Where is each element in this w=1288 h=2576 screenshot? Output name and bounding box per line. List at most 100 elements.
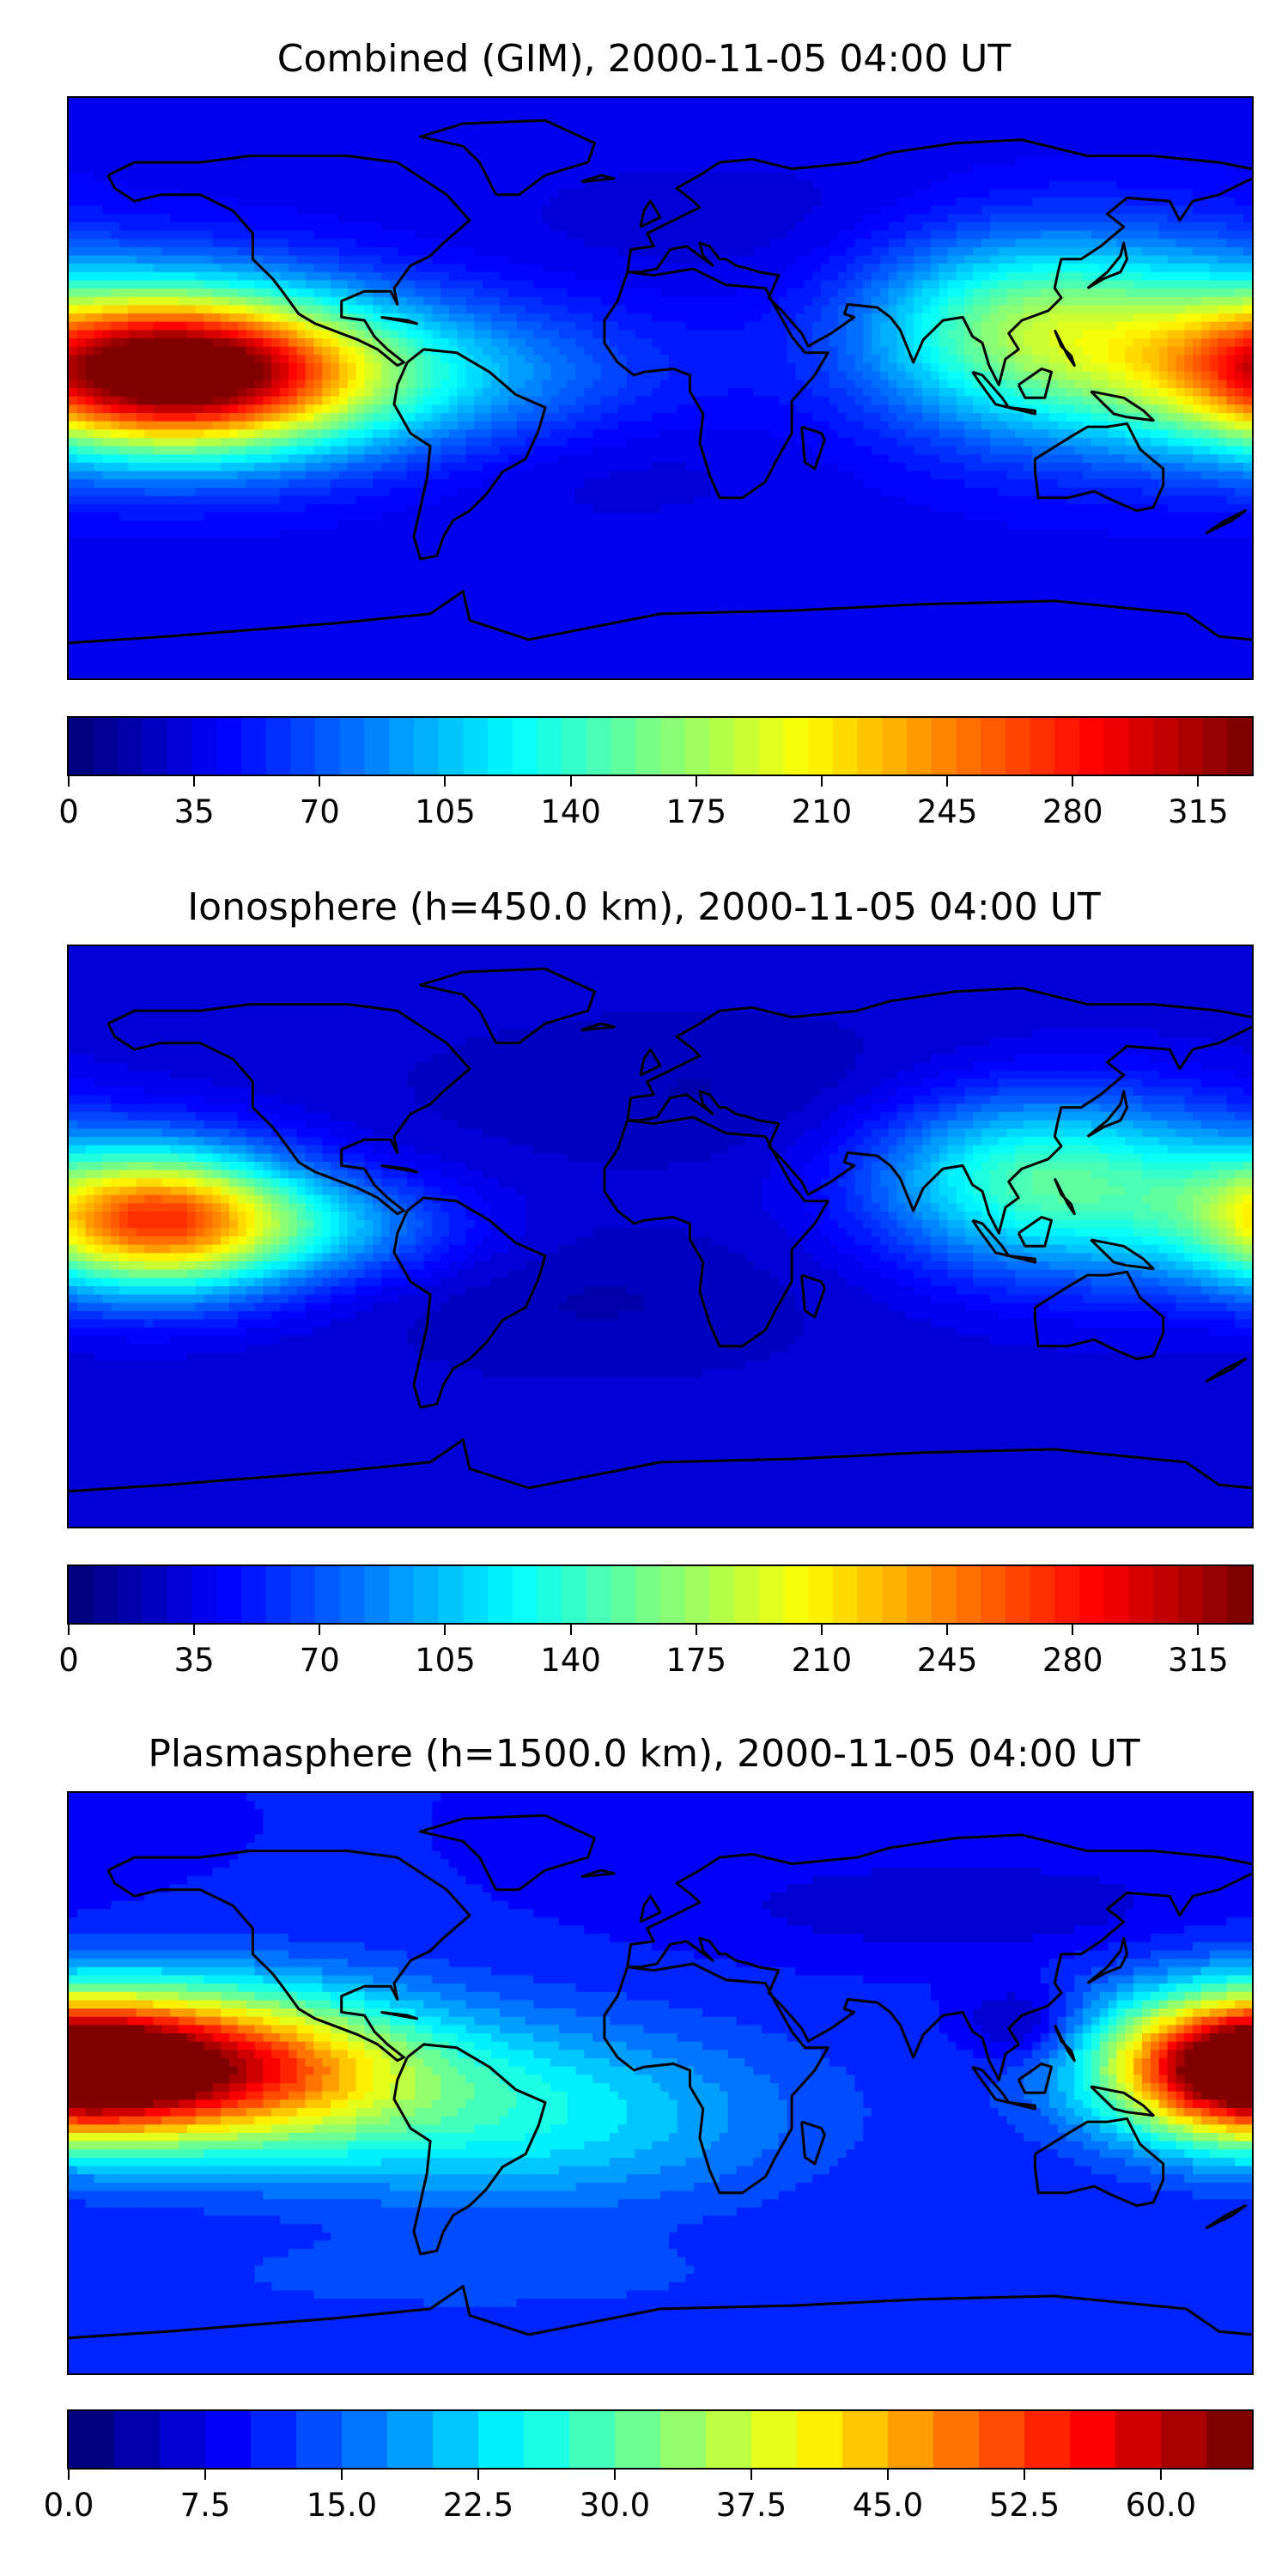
colorbar-tick-label: 0	[58, 795, 79, 829]
colorbar-swatch	[69, 718, 94, 775]
colorbar-swatch	[684, 718, 711, 775]
colorbar-swatch	[488, 1566, 513, 1623]
colorbar-tick-label: 315	[1168, 1643, 1229, 1678]
coastline	[1090, 390, 1155, 422]
colorbar-swatch	[684, 1566, 711, 1623]
colorbar-swatch	[758, 718, 785, 775]
colorbar-swatch	[981, 718, 1006, 775]
colorbar-tick-label: 7.5	[180, 2488, 231, 2523]
colorbar-tick	[1160, 2470, 1162, 2480]
coastline	[626, 1833, 1252, 1968]
colorbar-swatch	[389, 718, 415, 775]
colorbar-tick-label: 280	[1042, 795, 1103, 829]
colorbar-tick-label: 210	[792, 1643, 853, 1678]
colorbar-swatch	[339, 1566, 366, 1623]
colorbar-tick	[887, 2470, 889, 2480]
colorbar-swatch	[1128, 718, 1154, 775]
coastline	[419, 967, 596, 1045]
colorbar-swatch	[191, 718, 217, 775]
colorbar-tick	[750, 2470, 752, 2480]
colorbar-swatch	[463, 1566, 489, 1623]
colorbar-swatch	[240, 1566, 267, 1623]
coastline	[800, 1273, 826, 1319]
colorbar-swatch	[512, 718, 538, 775]
colorbar-swatch	[1054, 1566, 1080, 1623]
colorbar-swatch	[69, 2411, 115, 2468]
colorbar-tick-label: 245	[917, 795, 978, 829]
colorbar-swatch	[216, 718, 242, 775]
colorbar-tick-label: 35	[174, 795, 215, 829]
colorbar-swatch	[1227, 1566, 1252, 1623]
colorbar-swatch	[118, 718, 143, 775]
colorbar-swatch	[832, 718, 859, 775]
colorbar-swatch	[251, 2411, 297, 2468]
colorbar-swatch	[93, 1566, 119, 1623]
colorbar-swatch	[1030, 1566, 1055, 1623]
coastline	[1090, 1238, 1155, 1271]
combined-map-plot	[69, 98, 1252, 678]
colorbar-swatch	[797, 2411, 843, 2468]
colorbar-swatch	[842, 2411, 889, 2468]
colorbar-tick-label: 105	[415, 795, 476, 829]
coastline	[1008, 406, 1036, 416]
colorbar-swatch	[758, 1566, 785, 1623]
colorbar-tick	[695, 1625, 697, 1635]
coastline	[627, 177, 1252, 386]
colorbar-tick	[614, 2470, 616, 2480]
colorbar-swatch	[857, 1566, 883, 1623]
colorbar-tick-label: 140	[540, 795, 601, 829]
colorbar-swatch	[438, 718, 464, 775]
colorbar-swatch	[114, 2411, 161, 2468]
combined-title: Combined (GIM), 2000-11-05 04:00 UT	[0, 38, 1288, 81]
combined-colorbar	[67, 716, 1254, 776]
coastline	[1090, 2085, 1155, 2117]
colorbar-swatch	[1054, 718, 1080, 775]
combined-colorbar-ticks: 0 35 70 105 140 175 210 245 280 315	[58, 776, 1254, 829]
colorbar-swatch	[1177, 1566, 1204, 1623]
colorbar-swatch	[931, 718, 957, 775]
coastline	[106, 1003, 471, 1216]
colorbar-tick	[68, 776, 70, 787]
colorbar-tick-label: 105	[415, 1643, 476, 1678]
colorbar-swatch	[240, 718, 267, 775]
plasmasphere-title: Plasmasphere (h=1500.0 km), 2000-11-05 0…	[0, 1733, 1288, 1776]
colorbar-swatch	[1177, 718, 1204, 775]
colorbar-swatch	[1202, 1566, 1228, 1623]
coastline	[380, 315, 419, 325]
colorbar-swatch	[1153, 1566, 1179, 1623]
colorbar-swatch	[1161, 2411, 1207, 2468]
colorbar-tick-label: 280	[1042, 1643, 1103, 1678]
colorbar-swatch	[1030, 718, 1055, 775]
coastline	[1086, 1090, 1128, 1138]
colorbar-swatch	[586, 1566, 612, 1623]
colorbar-swatch	[611, 718, 636, 775]
plasmasphere-map	[67, 1791, 1254, 2375]
colorbar-swatch	[1153, 718, 1179, 775]
colorbar-tick	[204, 2470, 206, 2480]
colorbar-swatch	[290, 718, 316, 775]
colorbar-swatch	[783, 718, 809, 775]
colorbar-swatch	[569, 2411, 616, 2468]
coastline	[69, 2285, 1252, 2340]
colorbar-tick	[569, 776, 572, 787]
colorbar-tick	[820, 1625, 823, 1635]
colorbar-swatch	[488, 718, 513, 775]
plasmasphere-colorbar	[67, 2409, 1254, 2470]
coastline	[1086, 241, 1128, 289]
colorbar-swatch	[783, 1566, 809, 1623]
coastline	[626, 138, 1252, 273]
colorbar-swatch	[660, 718, 686, 775]
colorbar-tick	[946, 1625, 949, 1635]
coastline	[1205, 509, 1247, 535]
colorbar-swatch	[342, 2411, 388, 2468]
colorbar-swatch	[364, 1566, 390, 1623]
colorbar-swatch	[808, 718, 834, 775]
colorbar-swatch	[586, 718, 612, 775]
colorbar-tick-label: 60.0	[1126, 2488, 1196, 2523]
colorbar-tick	[68, 1625, 70, 1635]
colorbar-swatch	[734, 1566, 760, 1623]
coastline	[1033, 2117, 1165, 2208]
colorbar-swatch	[706, 2411, 752, 2468]
colorbar-tick-label: 70	[300, 1643, 340, 1678]
colorbar-swatch	[296, 2411, 343, 2468]
